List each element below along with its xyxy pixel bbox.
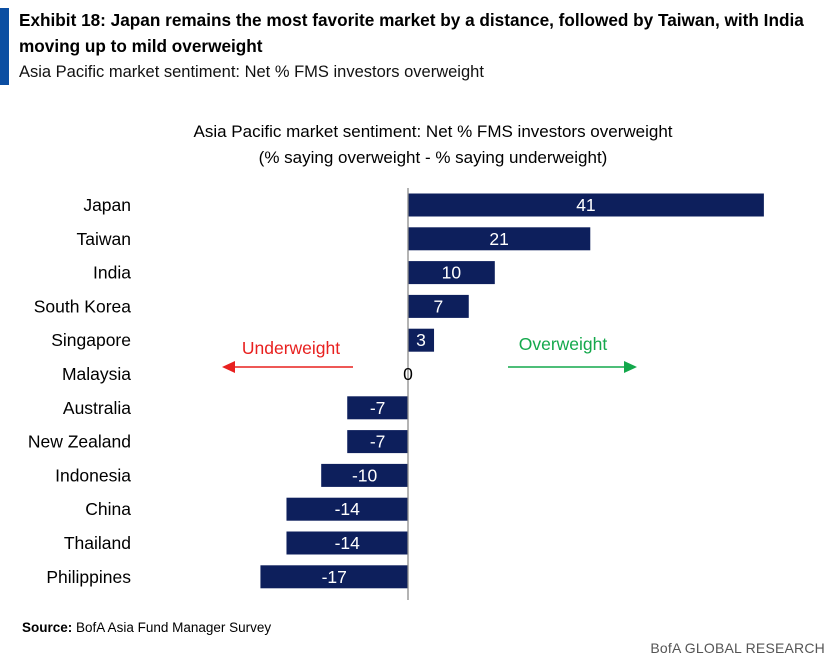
overweight-annotation: Overweight <box>519 334 608 354</box>
underweight-arrow-head <box>222 361 235 373</box>
category-label: Singapore <box>51 330 131 350</box>
bar <box>260 565 408 589</box>
bar-value-label: 3 <box>416 330 426 350</box>
bar <box>408 227 591 251</box>
source-label: Source: <box>22 620 73 635</box>
category-label: Indonesia <box>55 465 131 485</box>
bar <box>408 294 469 318</box>
bar <box>408 193 764 217</box>
bar <box>408 261 495 285</box>
underweight-annotation: Underweight <box>242 338 340 358</box>
bar-value-label: -7 <box>370 398 386 418</box>
chart-subtitle: (% saying overweight - % saying underwei… <box>259 148 608 167</box>
category-label: Taiwan <box>77 229 131 249</box>
labels-layer: Japan 41 Taiwan 21 India 10 South Korea 7 Singap… <box>28 195 596 587</box>
category-label: India <box>93 263 131 283</box>
bar-value-label: 10 <box>442 263 462 283</box>
category-label: Australia <box>63 398 131 418</box>
bar-value-label: -10 <box>352 465 378 485</box>
category-label: New Zealand <box>28 432 131 452</box>
source-text: BofA Asia Fund Manager Survey <box>76 620 272 635</box>
chart-title: Asia Pacific market sentiment: Net % FMS… <box>194 122 673 141</box>
bar-value-label: -7 <box>370 432 386 452</box>
title-accent-bar <box>0 8 9 85</box>
bar <box>347 396 408 420</box>
bar-value-label: -14 <box>335 499 361 519</box>
bar-value-label: 7 <box>434 296 444 316</box>
zero-value-label: 0 <box>403 364 413 384</box>
bar <box>408 328 435 352</box>
overweight-arrow-head <box>624 361 637 373</box>
bar <box>347 430 408 454</box>
footer-brand: BofA GLOBAL RESEARCH <box>650 640 825 656</box>
bar-value-label: 41 <box>576 195 595 215</box>
bar <box>321 463 408 487</box>
category-label: Malaysia <box>62 364 131 384</box>
bar-value-label: -17 <box>322 567 347 587</box>
bar <box>286 497 408 521</box>
category-label: China <box>85 499 131 519</box>
bar-value-label: -14 <box>335 533 361 553</box>
category-label: South Korea <box>34 296 132 316</box>
bars-layer <box>260 193 764 589</box>
bar <box>286 531 408 555</box>
exhibit-title: Exhibit 18: Japan remains the most favor… <box>19 10 804 56</box>
category-label: Japan <box>83 195 131 215</box>
source-note: Source: BofA Asia Fund Manager Survey <box>22 620 271 635</box>
exhibit-subtitle: Asia Pacific market sentiment: Net % FMS… <box>19 63 484 81</box>
bar-value-label: 21 <box>489 229 508 249</box>
category-label: Thailand <box>64 533 131 553</box>
category-label: Philippines <box>46 567 131 587</box>
